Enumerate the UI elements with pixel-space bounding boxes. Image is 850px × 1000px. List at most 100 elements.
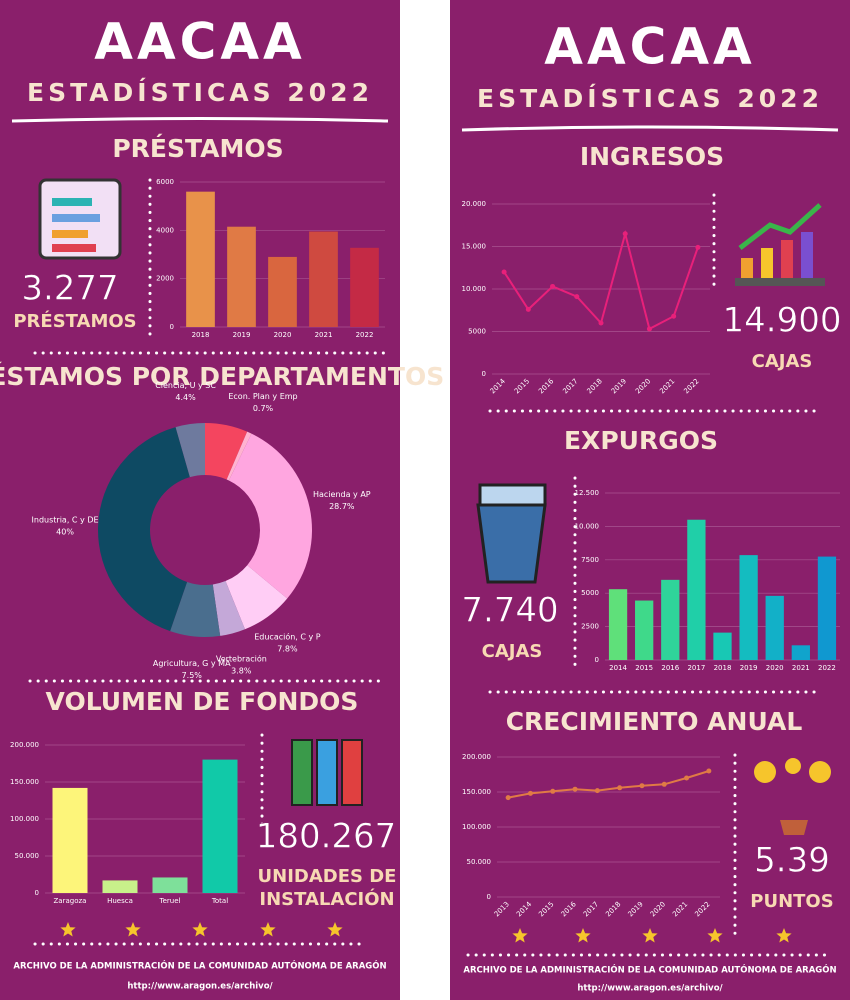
section-title: EXPURGOS [564,426,718,455]
bar [635,600,654,660]
point [646,326,652,332]
decorations [11,117,839,957]
y-tick-label: 0 [482,370,486,378]
slice-label: Industria, C y DE [32,516,99,525]
bar [350,247,379,327]
point [706,768,712,774]
point [622,231,628,237]
x-tick-label: Total [211,897,228,905]
y-tick-label: 10.000 [575,522,600,530]
footer-url: http://www.aragon.es/archivo/ [577,984,723,994]
slice-label: Econ. Plan y Emp [228,392,297,401]
slice-value: 4.4% [175,393,196,402]
x-tick-label: 2021 [792,664,810,672]
x-tick-label: 2020 [274,331,292,339]
point [671,313,677,319]
slice-value: 3.8% [231,667,252,676]
bar [687,519,706,660]
y-tick-label: 200.000 [10,741,39,749]
slice-label: Educación, C y P [254,632,321,642]
stat-text: 7.740 [461,591,558,631]
bar [739,555,758,660]
y-tick-label: 100.000 [462,823,491,831]
stat-text: PUNTOS [750,891,833,912]
bar [202,759,238,893]
y-tick-label: 150.000 [462,788,491,796]
star [512,928,528,943]
subtitle: ESTADÍSTICAS 2022 [27,78,373,107]
bar [227,226,256,327]
y-tick-label: 100.000 [10,815,39,823]
footer: ARCHIVO DE LA ADMINISTRACIÓN DE LA COMUN… [13,960,386,972]
y-tick-label: 2500 [581,623,599,631]
y-tick-label: 150.000 [10,778,39,786]
footer-url: http://www.aragon.es/archivo/ [127,982,273,992]
donut-slice [225,565,288,630]
point [501,269,507,275]
donut-slice [205,423,248,480]
bar [268,256,297,327]
slice-value: 40% [56,528,74,537]
footer: ARCHIVO DE LA ADMINISTRACIÓN DE LA COMUN… [463,964,836,976]
y-tick-label: 200.000 [462,753,491,761]
x-tick-label: Huesca [107,897,133,905]
bar [52,787,88,893]
stat-text: CAJAS [752,351,813,372]
bar [791,645,810,660]
point [594,788,600,794]
point [574,294,580,300]
slice-label: Agricultura, G y MA [153,659,231,668]
section-title: PRÉSTAMOS POR DEPARTAMENTOS [0,362,444,391]
main-title: AACAA [544,18,755,76]
y-tick-label: 4000 [156,226,174,234]
section-title: CRECIMIENTO ANUAL [506,707,803,736]
y-tick-label: 7500 [581,556,599,564]
star [192,922,208,937]
stars [60,922,792,943]
donut-slice [226,431,252,481]
line [507,770,710,799]
y-tick-label: 20.000 [462,200,487,208]
stat-text: 3.277 [21,269,118,309]
y-tick-label: 0 [170,323,174,331]
slice-value: 0.7% [253,404,274,413]
slice-label: Hacienda y AP [313,490,371,499]
y-tick-label: 0 [35,889,39,897]
stat-text: 5.39 [754,841,830,881]
x-tick-label: 2017 [687,664,705,672]
donut-slice [212,581,245,636]
y-tick-label: 15.000 [462,243,487,251]
slice-value: 7.5% [182,671,203,680]
bar [608,589,628,660]
point [525,306,531,312]
section-title: VOLUMEN DE FONDOS [46,687,359,716]
stat-text: UNIDADES DE [258,866,397,887]
slice-label: Ciencia, U y SC [155,381,216,390]
section-title: PRÉSTAMOS [112,134,283,163]
y-tick-label: 2000 [156,275,174,283]
stat-text: 14.900 [723,301,842,341]
x-tick-label: 2016 [661,664,679,672]
star [327,922,343,937]
donut-slice [170,581,221,638]
star [60,922,76,937]
x-tick-label: 2022 [356,331,374,339]
point [505,795,511,801]
star [125,922,141,937]
star [776,928,792,943]
star [642,928,658,943]
y-tick-label: 10.000 [462,285,487,293]
y-tick-label: 6000 [156,178,174,186]
point [695,244,701,250]
donut-slice [98,427,190,632]
bar [661,579,680,660]
y-tick-label: 0 [595,656,599,664]
point [550,788,556,794]
point [684,775,690,781]
point [661,781,667,787]
x-tick-label: 2014 [609,664,627,672]
slice-value: 28.7% [329,502,355,511]
star [707,928,723,943]
star [575,928,591,943]
